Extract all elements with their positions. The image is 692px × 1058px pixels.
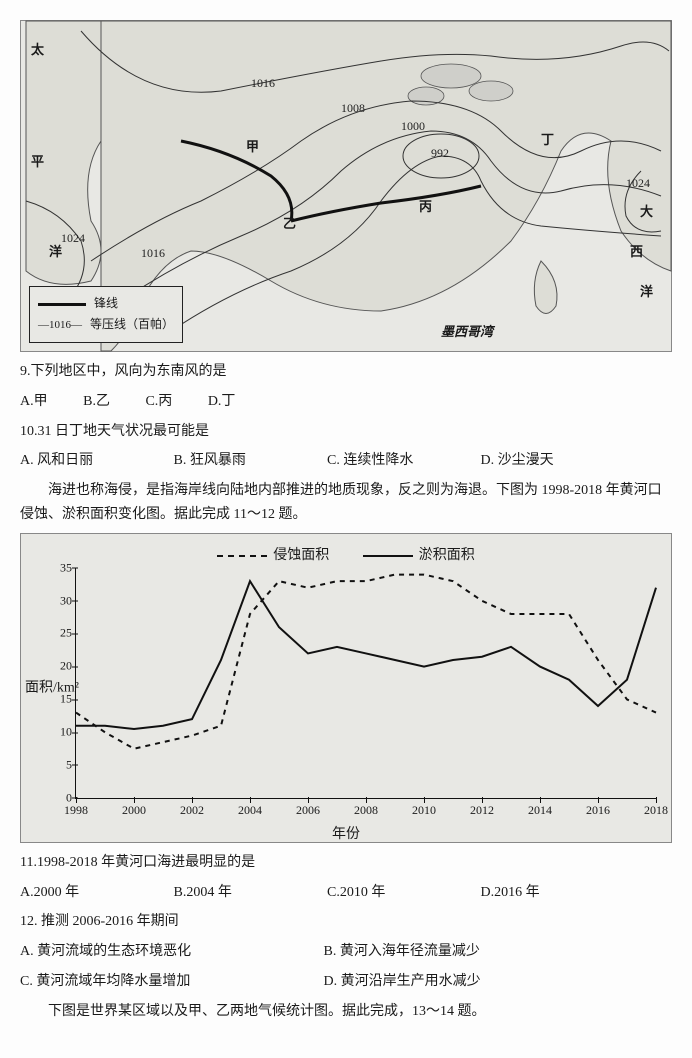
label-atlantic-3: 洋 xyxy=(640,281,653,300)
label-yi: 乙 xyxy=(283,213,296,232)
label-ding: 丁 xyxy=(541,129,554,148)
q12-opt-a: A. 黄河流域的生态环境恶化 xyxy=(20,940,320,964)
q10-opt-d: D. 沙尘漫天 xyxy=(481,449,631,473)
ytick-20: 20 xyxy=(46,659,72,674)
label-jia: 甲 xyxy=(246,136,259,155)
xtick-2010: 2010 xyxy=(412,803,436,818)
label-pacific-2: 平 xyxy=(31,151,44,170)
q11-opt-a: A.2000 年 xyxy=(20,881,170,905)
xtick-2016: 2016 xyxy=(586,803,610,818)
q11-stem: 11.1998-2018 年黄河口海进最明显的是 xyxy=(20,851,672,875)
legend-solid-symbol xyxy=(363,555,413,557)
iso-992: 992 xyxy=(431,146,449,161)
ytick-35: 35 xyxy=(46,560,72,575)
xtick-2000: 2000 xyxy=(122,803,146,818)
iso-1016-top: 1016 xyxy=(251,76,275,91)
legend-dash-symbol xyxy=(217,555,267,557)
label-gulf: 墨西哥湾 xyxy=(441,321,493,340)
q10-stem: 10.31 日丁地天气状况最可能是 xyxy=(20,420,672,444)
q12-opt-d: D. 黄河沿岸生产用水减少 xyxy=(324,970,481,994)
iso-1000: 1000 xyxy=(401,119,425,134)
q9-opt-a: A.甲 xyxy=(20,390,48,414)
chart-xlabel: 年份 xyxy=(33,823,659,843)
q11-opt-c: C.2010 年 xyxy=(327,881,477,905)
q9-stem: 9.下列地区中，风向为东南风的是 xyxy=(20,360,672,384)
xtick-2018: 2018 xyxy=(644,803,668,818)
chart-legend: 侵蚀面积 淤积面积 xyxy=(33,544,659,564)
label-bing: 丙 xyxy=(419,196,432,215)
xtick-2006: 2006 xyxy=(296,803,320,818)
legend-front-symbol xyxy=(38,303,86,306)
iso-1024-right: 1024 xyxy=(626,176,650,191)
q12-options-row2: C. 黄河流域年均降水量增加 D. 黄河沿岸生产用水减少 xyxy=(20,970,672,994)
q10-opt-a: A. 风和日丽 xyxy=(20,449,170,473)
xtick-2002: 2002 xyxy=(180,803,204,818)
xtick-1998: 1998 xyxy=(64,803,88,818)
ytick-30: 30 xyxy=(46,593,72,608)
xtick-2014: 2014 xyxy=(528,803,552,818)
q11-options: A.2000 年 B.2004 年 C.2010 年 D.2016 年 xyxy=(20,881,672,905)
xtick-2004: 2004 xyxy=(238,803,262,818)
q12-opt-c: C. 黄河流域年均降水量增加 xyxy=(20,970,320,994)
label-pacific-1: 太 xyxy=(31,39,44,58)
q10-opt-b: B. 狂风暴雨 xyxy=(174,449,324,473)
ytick-5: 5 xyxy=(46,757,72,772)
label-atlantic-1: 大 xyxy=(640,201,653,220)
legend-deposit-label: 淤积面积 xyxy=(419,548,475,563)
area-chart-figure: 侵蚀面积 淤积面积 面积/km² 05101520253035199820002… xyxy=(20,533,672,843)
q10-opt-c: C. 连续性降水 xyxy=(327,449,477,473)
q9-opt-b: B.乙 xyxy=(83,390,110,414)
legend-iso-text: 等压线（百帕） xyxy=(90,317,174,331)
q9-opt-d: D.丁 xyxy=(208,390,236,414)
passage-climate: 下图是世界某区域以及甲、乙两地气候统计图。据此完成，13～14 题。 xyxy=(20,1000,672,1024)
ytick-10: 10 xyxy=(46,725,72,740)
q11-opt-b: B.2004 年 xyxy=(174,881,324,905)
q11-opt-d: D.2016 年 xyxy=(481,881,631,905)
map-legend: 锋线 —1016— 等压线（百帕） xyxy=(29,286,183,343)
iso-1016-left: 1016 xyxy=(141,246,165,261)
legend-erosion-label: 侵蚀面积 xyxy=(273,548,329,563)
xtick-2012: 2012 xyxy=(470,803,494,818)
chart-plot-area: 0510152025303519982000200220042006200820… xyxy=(75,568,656,799)
pressure-map-figure: 太 平 洋 大 西 洋 墨西哥湾 甲 乙 丙 丁 1024 1016 1016 … xyxy=(20,20,672,352)
iso-1024-left: 1024 xyxy=(61,231,85,246)
passage-hai-jin: 海进也称海侵，是指海岸线向陆地内部推进的地质现象，反之则为海退。下图为 1998… xyxy=(20,479,672,527)
iso-1008: 1008 xyxy=(341,101,365,116)
q9-opt-c: C.丙 xyxy=(145,390,172,414)
legend-iso-sample: —1016— xyxy=(38,316,82,336)
ytick-25: 25 xyxy=(46,626,72,641)
q12-stem: 12. 推测 2006-2016 年期间 xyxy=(20,910,672,934)
q9-options: A.甲 B.乙 C.丙 D.丁 xyxy=(20,390,672,414)
q12-options-row1: A. 黄河流域的生态环境恶化 B. 黄河入海年径流量减少 xyxy=(20,940,672,964)
legend-front-text: 锋线 xyxy=(94,296,118,310)
xtick-2008: 2008 xyxy=(354,803,378,818)
chart-svg xyxy=(76,568,656,798)
q10-options: A. 风和日丽 B. 狂风暴雨 C. 连续性降水 D. 沙尘漫天 xyxy=(20,449,672,473)
label-atlantic-2: 西 xyxy=(630,241,643,260)
q12-opt-b: B. 黄河入海年径流量减少 xyxy=(324,940,480,964)
ytick-15: 15 xyxy=(46,692,72,707)
